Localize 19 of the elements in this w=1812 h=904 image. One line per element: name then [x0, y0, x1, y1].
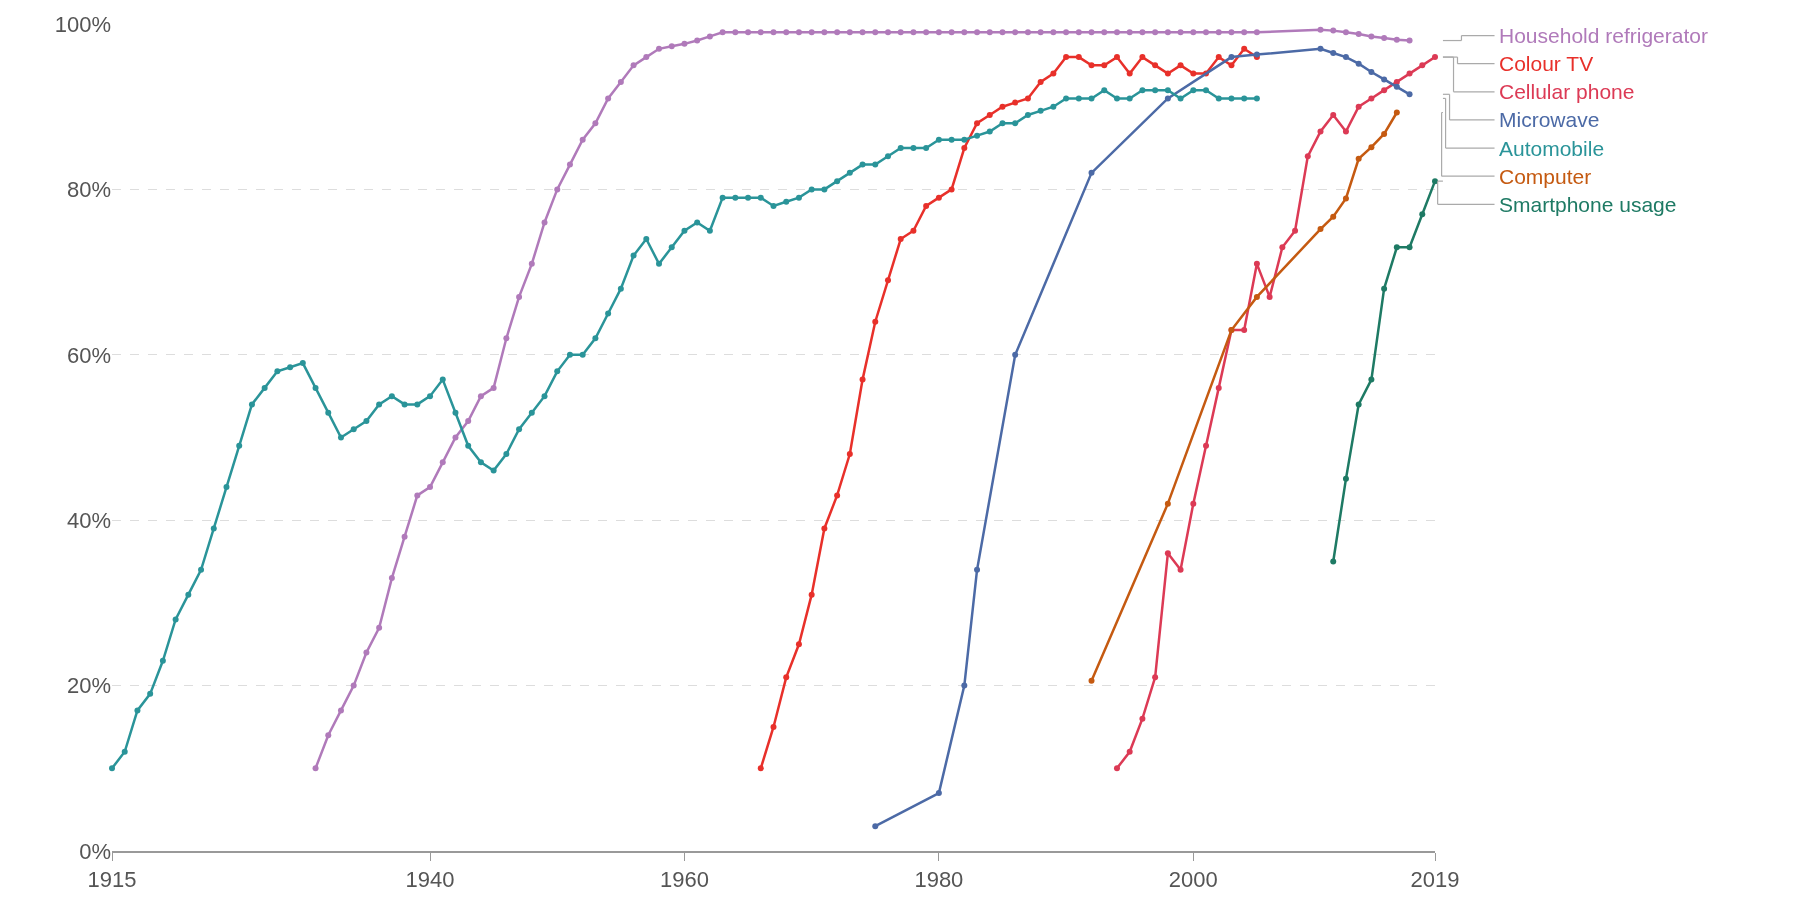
x-tick-label: 2000 — [1168, 867, 1218, 893]
y-tick-label: 60% — [66, 342, 111, 368]
text: Microwave — [1499, 108, 1600, 131]
x-tick-label: 1915 — [87, 867, 137, 893]
y-tick-label: 80% — [66, 177, 111, 203]
x-tick-label: 2019 — [1410, 867, 1460, 893]
text: Automobile — [1499, 137, 1605, 160]
y-tick-label: 100% — [54, 11, 111, 37]
text: Smartphone usage — [1499, 193, 1677, 216]
x-tick-label: 1940 — [405, 867, 455, 893]
x-tick-label: 1980 — [914, 867, 964, 893]
text: Colour TV — [1499, 52, 1594, 75]
y-tick-label: 20% — [66, 673, 111, 699]
text: Computer — [1499, 165, 1592, 188]
y-tick-label: 0% — [79, 838, 111, 864]
x-tick-label: 1960 — [659, 867, 709, 893]
y-tick-label: 40% — [66, 507, 111, 533]
text: Household refrigerator — [1499, 24, 1708, 47]
text: Cellular phone — [1499, 80, 1635, 103]
